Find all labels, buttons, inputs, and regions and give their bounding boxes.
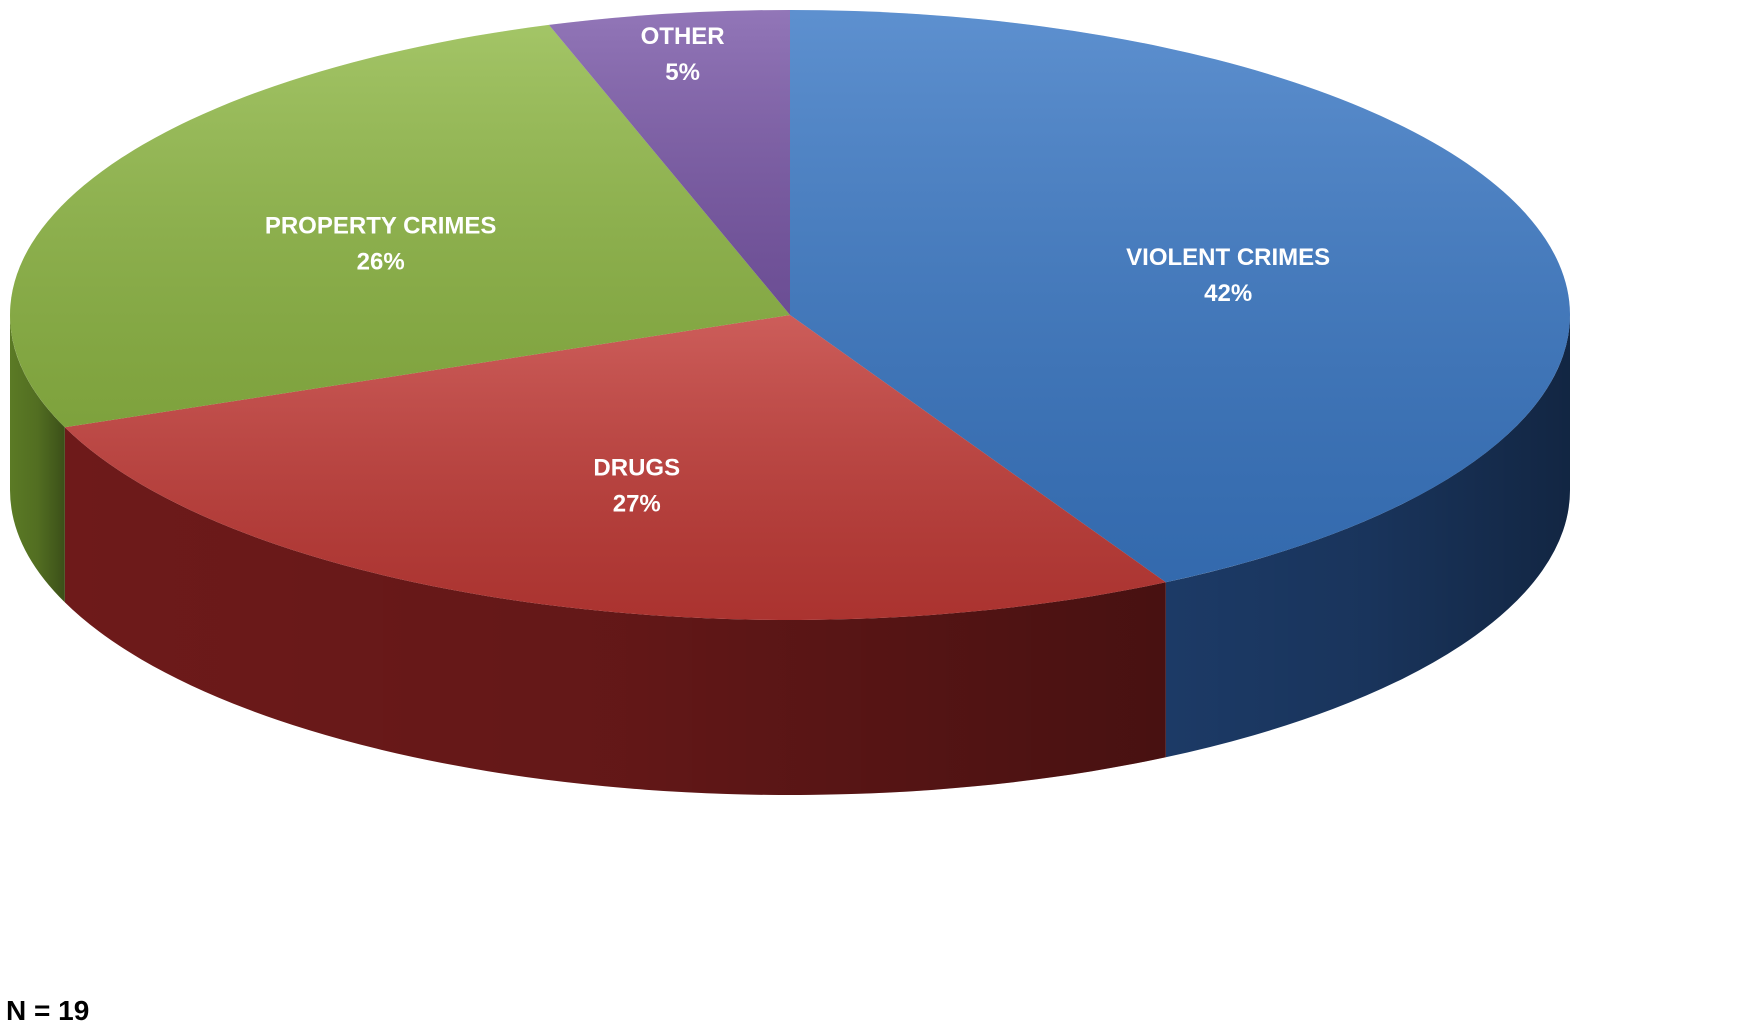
slice-sheen-violent-crimes	[790, 10, 1570, 583]
pie-sides	[10, 315, 1570, 796]
slice-value-label-property-crimes: 26%	[357, 249, 405, 276]
slice-name-label-drugs: DRUGS	[593, 454, 680, 481]
slice-side-shade-drugs	[64, 427, 1166, 796]
slice-sheen-property-crimes	[9, 24, 791, 428]
pie-tops	[9, 10, 1570, 620]
slice-side-shade-violent-crimes	[1165, 315, 1570, 758]
pie-labels: VIOLENT CRIMES 42% DRUGS 27% PROPERTY CRIMES…	[265, 23, 1330, 518]
slice-name-label-other: OTHER	[641, 23, 725, 50]
slice-sheen-drugs	[64, 315, 1166, 620]
slice-value-label-other: 5%	[665, 59, 700, 86]
slice-name-label-property-crimes: PROPERTY CRIMES	[265, 213, 497, 240]
slice-side-shade-property-crimes	[10, 315, 65, 603]
slice-value-label-drugs: 27%	[613, 490, 661, 517]
slice-sheen-other	[548, 10, 790, 315]
slice-name-label-violent-crimes: VIOLENT CRIMES	[1126, 244, 1330, 271]
sample-size-note: N = 19	[6, 995, 90, 1026]
slice-value-label-violent-crimes: 42%	[1204, 280, 1252, 307]
